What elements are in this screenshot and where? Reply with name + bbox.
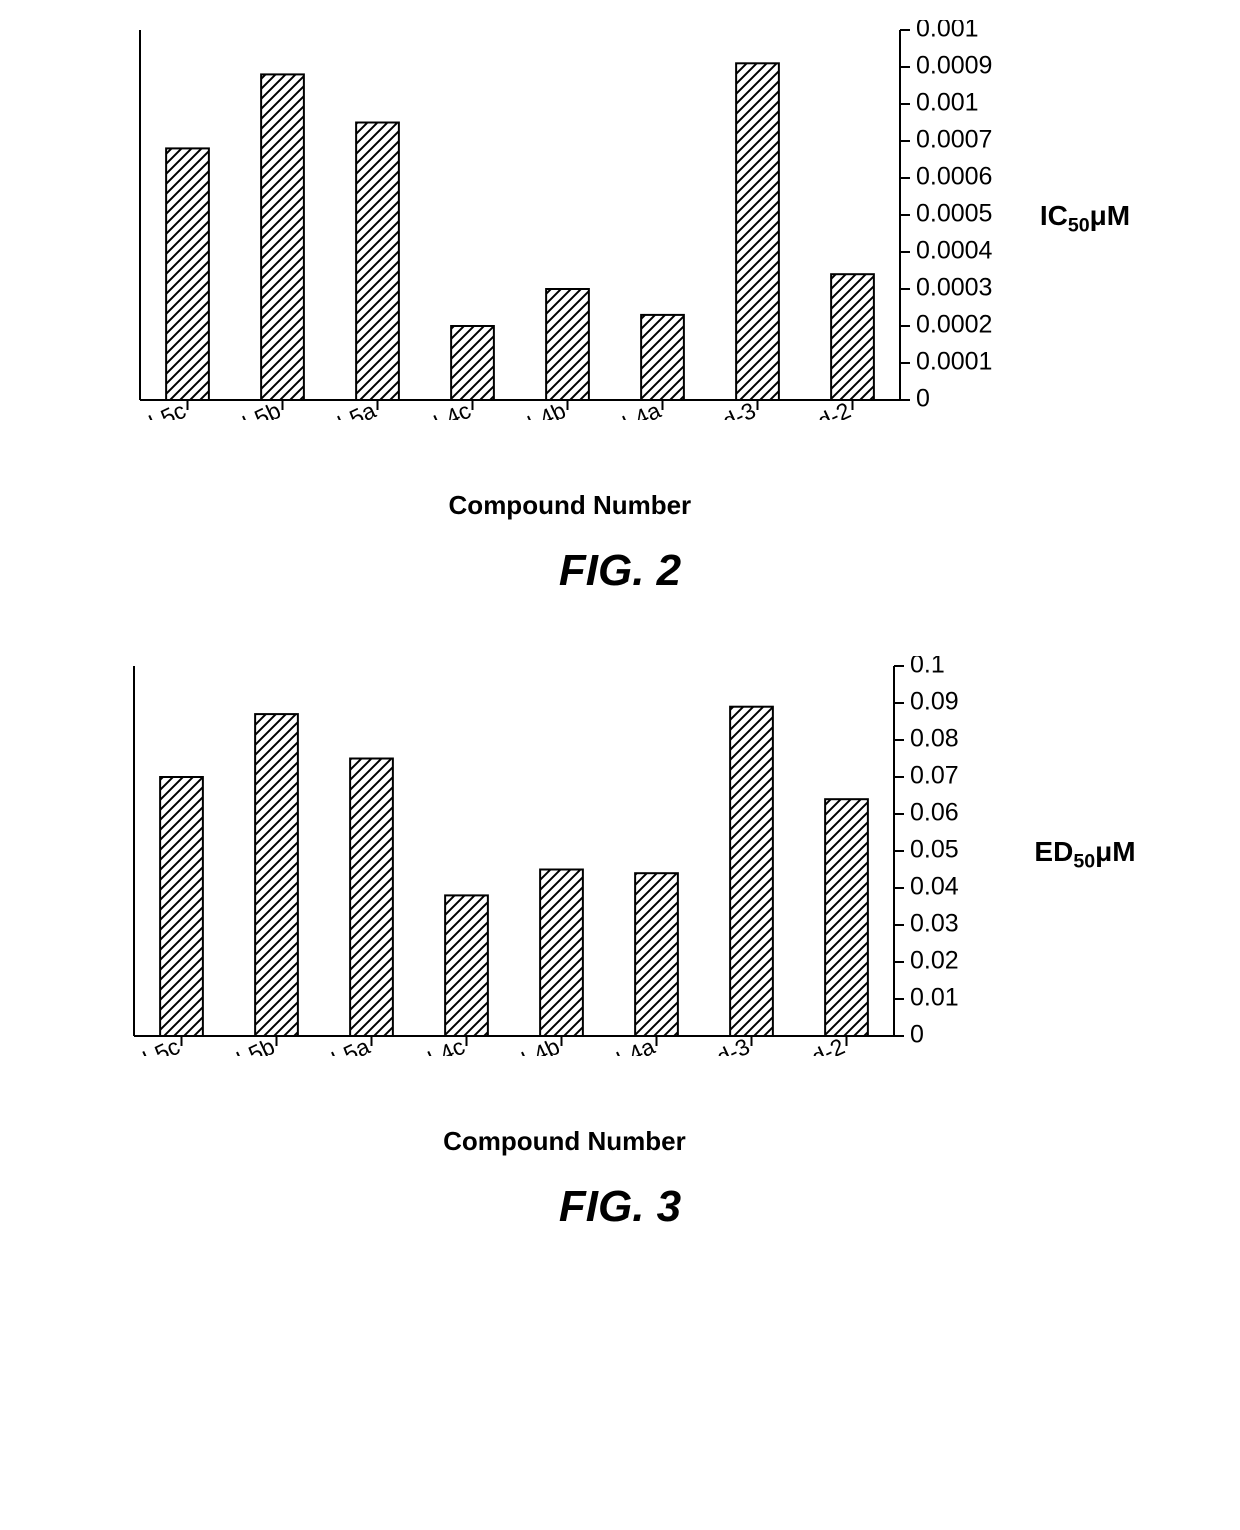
y-tick-label: 0.08: [910, 725, 959, 753]
bar: [351, 759, 394, 1037]
bar: [641, 315, 684, 400]
figure-3-x-label: Compound Number: [104, 1126, 1024, 1157]
y-tick-label: 0.001: [916, 89, 979, 117]
y-tick-label: 0.06: [910, 799, 959, 827]
bar: [636, 873, 679, 1036]
bar: [731, 707, 774, 1036]
figure-3-caption: FIG. 3: [20, 1182, 1220, 1232]
y-tick-label: 0.09: [910, 688, 959, 716]
y-tick-label: 0.0009: [916, 52, 992, 80]
figure-2-svg: 0 0.0001 0.0002 0.0003 0.0004 0.0005 0.0006 0.0…: [110, 20, 1030, 420]
bar: [736, 63, 779, 400]
figure-3-row: 0 0.01 0.02 0.03 0.04 0.05 0.06 0.07 0.08 0.09 0.1…: [20, 656, 1220, 1157]
bar: [831, 274, 874, 400]
y-tick-label: 0.03: [910, 910, 959, 938]
y-tick-label: 0.0005: [916, 200, 992, 228]
bar: [261, 74, 304, 400]
y-tick-label: 0.0007: [916, 126, 992, 154]
y-tick-label: 0.0004: [916, 237, 993, 265]
bar: [546, 289, 589, 400]
bar: [541, 870, 584, 1037]
y-tick-label: 0: [916, 385, 930, 413]
figure-2: 0 0.0001 0.0002 0.0003 0.0004 0.0005 0.0006 0.0…: [20, 20, 1220, 596]
y-tick-label: 0.0002: [916, 311, 992, 339]
bar: [826, 799, 869, 1036]
figure-2-caption: FIG. 2: [20, 546, 1220, 596]
figure-2-y-label: IC50μM: [1040, 200, 1130, 238]
bar: [166, 148, 209, 400]
figure-3-y-label: ED50μM: [1034, 836, 1135, 874]
y-tick-label: 0.07: [910, 762, 959, 790]
bar: [356, 123, 399, 401]
y-tick-label: 0.05: [910, 836, 959, 864]
y-tick-label: 0.0006: [916, 163, 992, 191]
bar: [451, 326, 494, 400]
y-tick-label: 0: [910, 1021, 924, 1049]
figure-3-svg: 0 0.01 0.02 0.03 0.04 0.05 0.06 0.07 0.08 0.09 0.1…: [104, 656, 1024, 1056]
y-tick-label: 0.04: [910, 873, 959, 901]
y-tick-label: 0.01: [910, 984, 959, 1012]
y-tick-label: 0.0001: [916, 348, 992, 376]
y-tick-label: 0.0003: [916, 274, 992, 302]
y-tick-label: 0.1: [910, 656, 945, 679]
figure-2-row: 0 0.0001 0.0002 0.0003 0.0004 0.0005 0.0006 0.0…: [20, 20, 1220, 521]
figure-3: 0 0.01 0.02 0.03 0.04 0.05 0.06 0.07 0.08 0.09 0.1…: [20, 656, 1220, 1232]
bar: [256, 714, 299, 1036]
bar: [161, 777, 204, 1036]
y-tick-label: 0.001: [916, 20, 979, 43]
figure-2-x-label: Compound Number: [110, 490, 1030, 521]
figure-2-chart: 0 0.0001 0.0002 0.0003 0.0004 0.0005 0.0006 0.0…: [110, 20, 1030, 521]
figure-3-chart: 0 0.01 0.02 0.03 0.04 0.05 0.06 0.07 0.08 0.09 0.1…: [104, 656, 1024, 1157]
y-tick-label: 0.02: [910, 947, 959, 975]
bar: [446, 895, 489, 1036]
